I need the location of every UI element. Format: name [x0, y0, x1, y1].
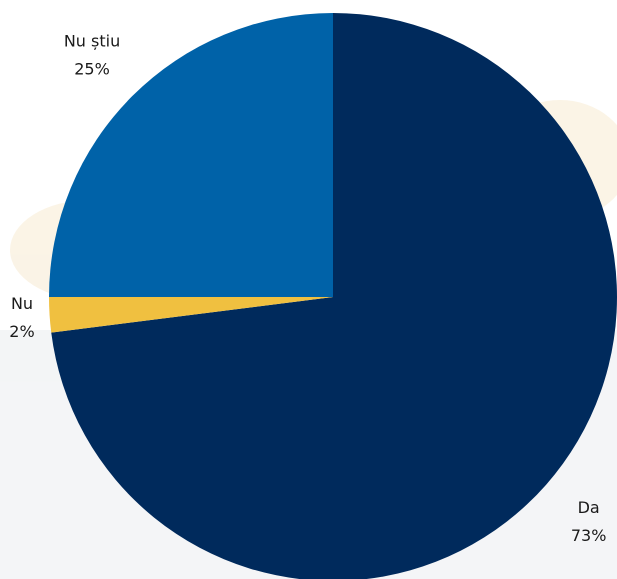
pie	[49, 13, 617, 579]
chart: Da 73% Nu 2% Nu știu 25%	[0, 0, 617, 579]
slice-label: Nu	[11, 294, 33, 313]
pie-slice	[49, 13, 333, 297]
slice-value-label: 73%	[571, 526, 607, 545]
slice-label: Da	[578, 498, 600, 517]
slice-value-label: 25%	[74, 60, 110, 79]
slice-label: Nu știu	[64, 32, 120, 51]
slice-value-label: 2%	[9, 322, 34, 341]
